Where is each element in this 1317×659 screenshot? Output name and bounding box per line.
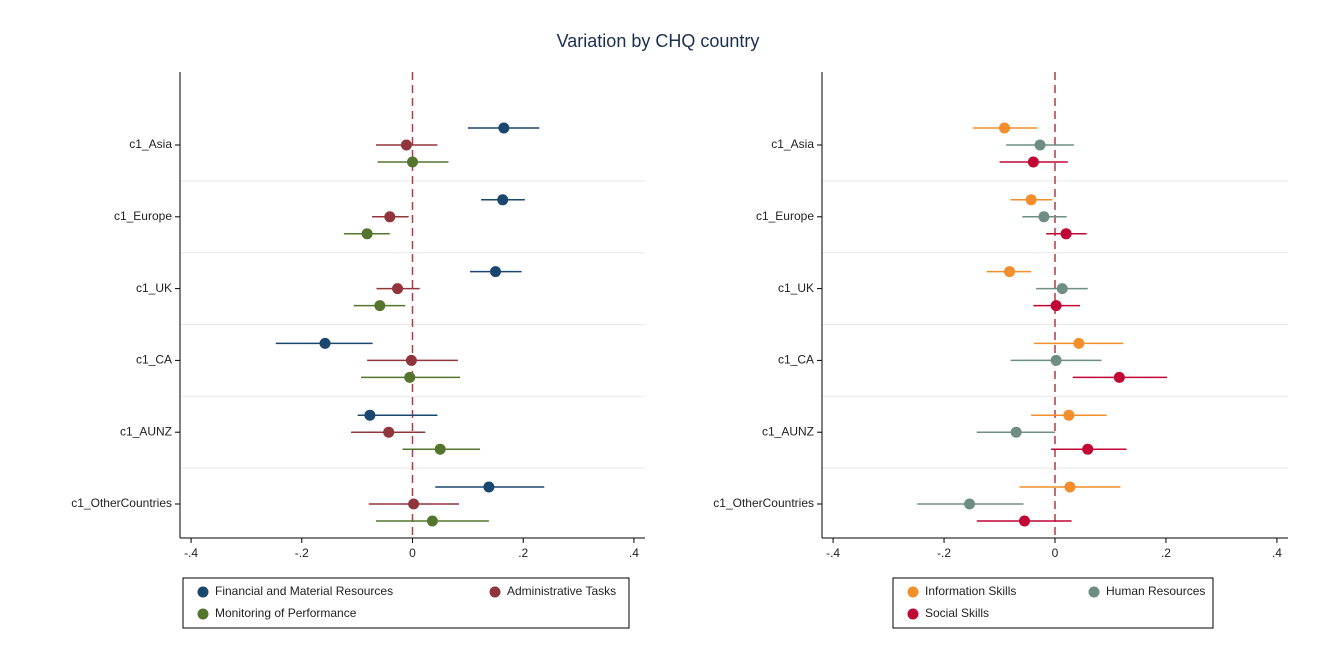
y-tick-label: c1_CA <box>778 353 814 367</box>
legend-marker <box>1088 586 1100 598</box>
point <box>374 300 386 312</box>
point <box>1063 409 1075 421</box>
point <box>497 194 509 206</box>
point <box>1050 300 1062 312</box>
point <box>1038 211 1050 223</box>
point <box>490 266 502 278</box>
point <box>1050 354 1062 366</box>
point <box>319 337 331 349</box>
point <box>384 211 396 223</box>
point <box>1004 266 1016 278</box>
point <box>392 283 404 295</box>
point <box>405 354 417 366</box>
point <box>408 498 420 510</box>
x-tick-label: 0 <box>409 546 416 560</box>
legend-label: Information Skills <box>925 584 1016 598</box>
point <box>483 481 495 493</box>
point <box>407 156 418 168</box>
point <box>1073 337 1085 349</box>
point <box>999 122 1011 134</box>
legend-marker <box>197 608 209 620</box>
legend-marker <box>907 608 919 620</box>
point <box>361 228 373 240</box>
point <box>1056 283 1068 295</box>
y-tick-label: c1_Europe <box>756 209 814 223</box>
legend-label: Administrative Tasks <box>507 584 616 598</box>
legend-marker <box>197 586 209 598</box>
y-tick-label: c1_CA <box>136 353 172 367</box>
point <box>1082 443 1094 455</box>
point <box>964 498 976 510</box>
x-tick-label: -.2 <box>295 546 309 560</box>
point <box>434 443 446 455</box>
legend-marker <box>489 586 501 598</box>
x-tick-label: .2 <box>518 546 528 560</box>
chart-title: Variation by CHQ country <box>557 31 760 51</box>
legend-label: Monitoring of Performance <box>215 606 357 620</box>
y-tick-label: c1_Europe <box>114 209 172 223</box>
point <box>383 426 395 438</box>
y-tick-label: c1_OtherCountries <box>71 496 172 510</box>
point <box>1027 156 1039 168</box>
x-tick-label: -.4 <box>184 546 198 560</box>
point <box>426 515 438 527</box>
point <box>1113 371 1125 383</box>
point <box>1018 515 1030 527</box>
legend-box <box>892 577 1214 629</box>
point <box>364 409 376 421</box>
point <box>1025 194 1037 206</box>
y-tick-label: c1_UK <box>778 281 814 295</box>
y-tick-label: c1_OtherCountries <box>713 496 814 510</box>
legend-label: Social Skills <box>925 606 989 620</box>
x-tick-label: -.2 <box>937 546 951 560</box>
y-tick-label: c1_Asia <box>771 137 814 151</box>
legend-label: Financial and Material Resources <box>215 584 393 598</box>
point <box>498 122 510 134</box>
x-tick-label: .4 <box>629 546 639 560</box>
x-tick-label: 0 <box>1052 546 1059 560</box>
point <box>404 371 416 383</box>
legend-label: Human Resources <box>1106 584 1205 598</box>
point <box>400 139 412 151</box>
point <box>1064 481 1076 493</box>
legend-marker <box>907 586 919 598</box>
x-tick-label: .4 <box>1272 546 1282 560</box>
point <box>1010 426 1022 438</box>
y-tick-label: c1_AUNZ <box>762 424 814 438</box>
point <box>1060 228 1072 240</box>
y-tick-label: c1_AUNZ <box>120 424 172 438</box>
legend-box <box>182 577 630 629</box>
x-tick-label: -.4 <box>826 546 840 560</box>
y-tick-label: c1_UK <box>136 281 172 295</box>
y-tick-label: c1_Asia <box>129 137 172 151</box>
x-tick-label: .2 <box>1161 546 1171 560</box>
point <box>1034 139 1046 151</box>
